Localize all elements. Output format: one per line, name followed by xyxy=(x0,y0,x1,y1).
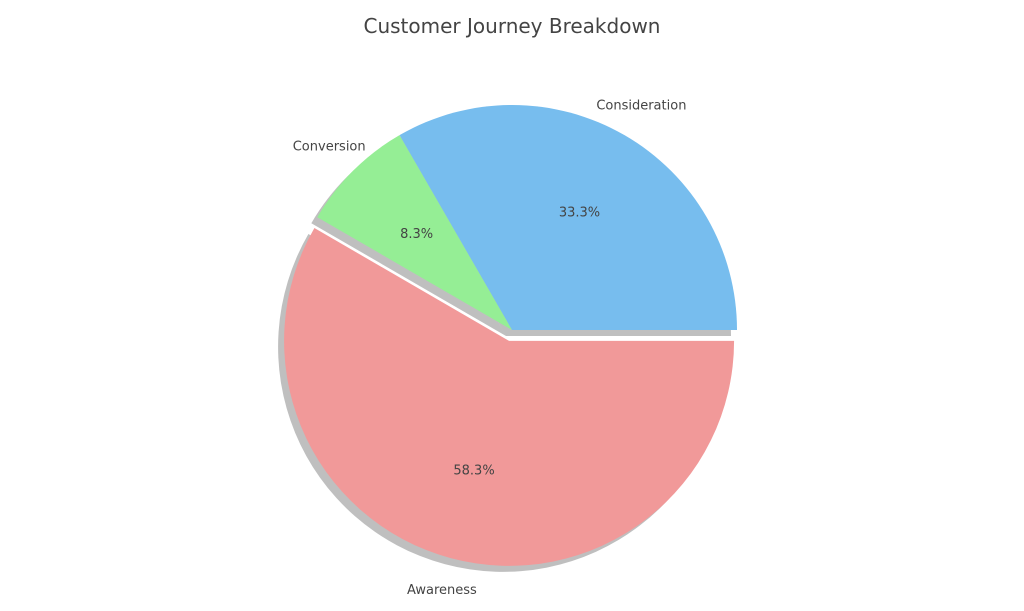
pie-pct-conversion: 8.3% xyxy=(400,227,433,242)
pie-chart-svg: 33.3% 8.3% 58.3% Consideration Conversion Awa… xyxy=(0,0,1024,611)
pie-label-consideration: Consideration xyxy=(596,98,686,113)
pie-pct-awareness: 58.3% xyxy=(453,464,494,479)
pie-pct-consideration: 33.3% xyxy=(559,206,600,221)
pie-label-conversion: Conversion xyxy=(293,139,366,154)
chart-container: Customer Journey Breakdown 33.3%8.3%58.3… xyxy=(0,0,1024,611)
pie-label-awareness: Awareness xyxy=(407,583,477,598)
